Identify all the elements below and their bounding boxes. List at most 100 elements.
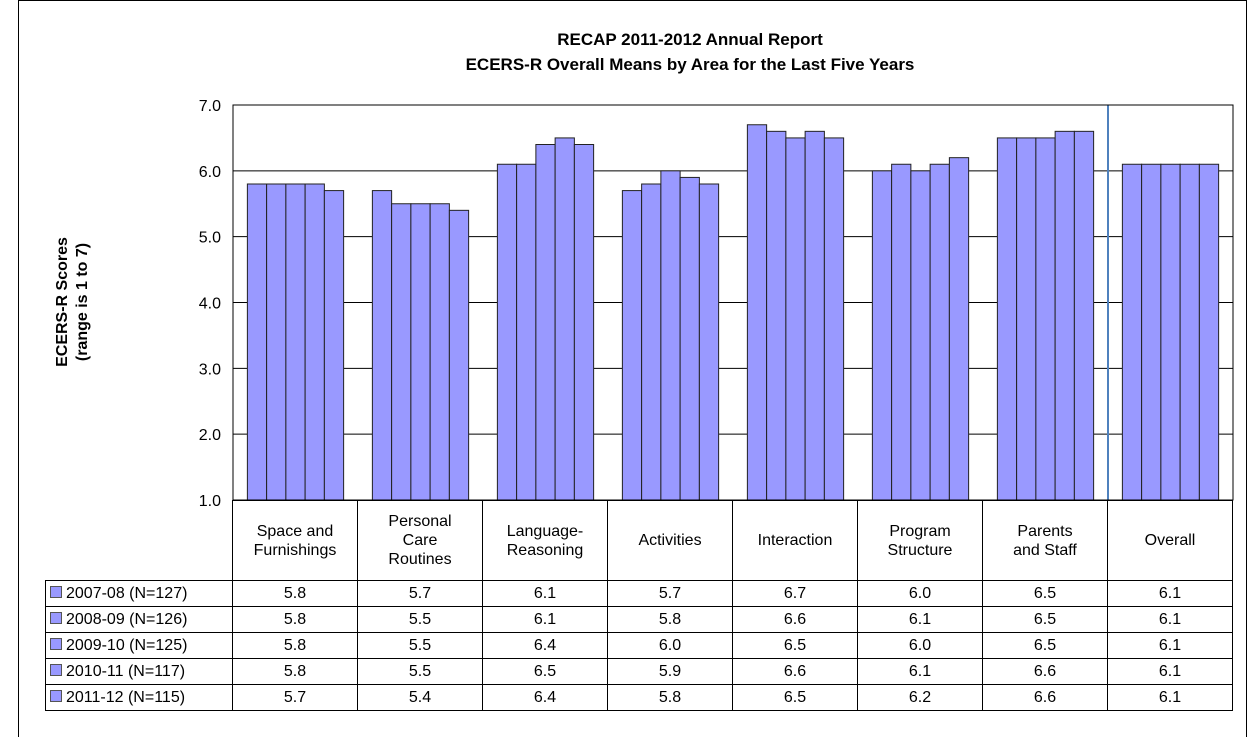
data-label: 6.4: [482, 684, 608, 711]
legend-label: 2008-09 (N=126): [66, 610, 188, 628]
data-label: 6.0: [607, 632, 733, 659]
bar: [1179, 163, 1200, 501]
y-axis-label: (range is 1 to 7): [74, 243, 91, 361]
x-tick-label: Activities: [607, 500, 733, 581]
data-label: 5.5: [357, 658, 483, 685]
table-row: 2011-12 (N=115) 5.7 5.4 6.4 5.8 6.5 6.2 6.6 6.1: [45, 684, 1233, 711]
y-tick-label: 2.0: [199, 427, 221, 444]
data-label: 6.2: [857, 684, 983, 711]
bar: [660, 170, 681, 501]
x-tick-label: Language- Reasoning: [482, 500, 608, 581]
bar: [1035, 137, 1056, 501]
x-tick-label: Interaction: [732, 500, 858, 581]
data-label: 5.7: [232, 684, 358, 711]
data-label: 6.1: [482, 580, 608, 607]
bar: [285, 183, 306, 501]
data-label: 6.5: [982, 632, 1108, 659]
y-tick-label: 5.0: [199, 230, 221, 247]
data-label: 6.5: [732, 684, 858, 711]
table-row: 2010-11 (N=117) 5.8 5.5 6.5 5.9 6.6 6.1 6.6 6.1: [45, 658, 1233, 685]
bar: [891, 163, 912, 501]
legend-entry: 2010-11 (N=117): [45, 658, 233, 685]
data-label: 6.1: [1107, 684, 1233, 711]
bar: [554, 137, 575, 501]
data-label: 6.1: [482, 606, 608, 633]
bar: [1054, 130, 1075, 501]
data-label: 5.7: [357, 580, 483, 607]
legend-swatch: [50, 585, 62, 598]
data-label: 6.5: [482, 658, 608, 685]
legend-label: 2009-10 (N=125): [66, 636, 188, 654]
data-label: 5.5: [357, 632, 483, 659]
data-label: 6.5: [982, 606, 1108, 633]
data-label: 5.8: [607, 684, 733, 711]
bar: [641, 183, 662, 501]
data-label: 6.1: [857, 658, 983, 685]
data-label: 6.6: [982, 658, 1108, 685]
bar: [621, 190, 643, 501]
bar: [1198, 163, 1220, 501]
bar: [573, 144, 595, 501]
bar: [804, 130, 825, 501]
data-label: 5.4: [357, 684, 483, 711]
chart-title: RECAP 2011-2012 Annual Report: [557, 30, 823, 49]
data-label: 6.4: [482, 632, 608, 659]
legend-label: 2007-08 (N=127): [66, 584, 188, 602]
x-tick-label: Personal Care Routines: [357, 500, 483, 581]
y-tick-label: 3.0: [199, 361, 221, 378]
table-row: 2007-08 (N=127) 5.8 5.7 6.1 5.7 6.7 6.0 6.5 6.1: [45, 580, 1233, 607]
data-label: 6.5: [982, 580, 1108, 607]
bar: [516, 163, 537, 501]
data-label: 5.7: [607, 580, 733, 607]
bar: [1160, 163, 1181, 501]
bar: [391, 203, 412, 501]
data-label: 6.1: [857, 606, 983, 633]
data-label: 5.5: [357, 606, 483, 633]
y-tick-label: 7.0: [199, 98, 221, 115]
legend-label: 2010-11 (N=117): [66, 662, 186, 680]
bar: [246, 183, 268, 501]
bar: [410, 203, 431, 501]
bar: [1121, 163, 1143, 501]
data-label: 5.8: [232, 580, 358, 607]
data-label: 6.0: [857, 580, 983, 607]
legend-entry: 2008-09 (N=126): [45, 606, 233, 633]
bar: [496, 163, 518, 501]
data-label: 6.6: [732, 606, 858, 633]
data-label: 6.6: [982, 684, 1108, 711]
data-label: 6.5: [732, 632, 858, 659]
bar: [266, 183, 287, 501]
y-tick-label: 6.0: [199, 164, 221, 181]
bar: [996, 137, 1018, 501]
bar: [1016, 137, 1037, 501]
data-label: 5.8: [232, 632, 358, 659]
table-header-row: Space and Furnishings Personal Care Routi…: [45, 500, 1233, 581]
legend-swatch: [50, 611, 62, 624]
data-label: 6.1: [1107, 658, 1233, 685]
bar: [304, 183, 325, 501]
bar: [679, 176, 700, 501]
bar: [948, 157, 970, 501]
bar: [746, 124, 768, 501]
table-row: 2008-09 (N=126) 5.8 5.5 6.1 5.8 6.6 6.1 6.5 6.1: [45, 606, 1233, 633]
bar: [1073, 130, 1095, 501]
data-label: 5.9: [607, 658, 733, 685]
bar: [823, 137, 845, 501]
table-corner: [45, 500, 233, 581]
bar: [323, 190, 345, 501]
data-label: 6.7: [732, 580, 858, 607]
data-label: 5.8: [232, 658, 358, 685]
data-label: 6.6: [732, 658, 858, 685]
data-table: Space and Furnishings Personal Care Routi…: [45, 500, 1233, 711]
x-tick-label: Program Structure: [857, 500, 983, 581]
data-label: 6.1: [1107, 632, 1233, 659]
bar: [448, 209, 470, 501]
y-axis-label: ECERS-R Scores: [54, 237, 71, 367]
legend-swatch: [50, 689, 62, 702]
bar: [766, 130, 787, 501]
bar: [871, 170, 893, 501]
chart-frame: [18, 0, 1247, 737]
bar: [785, 137, 806, 501]
bar: [429, 203, 450, 501]
